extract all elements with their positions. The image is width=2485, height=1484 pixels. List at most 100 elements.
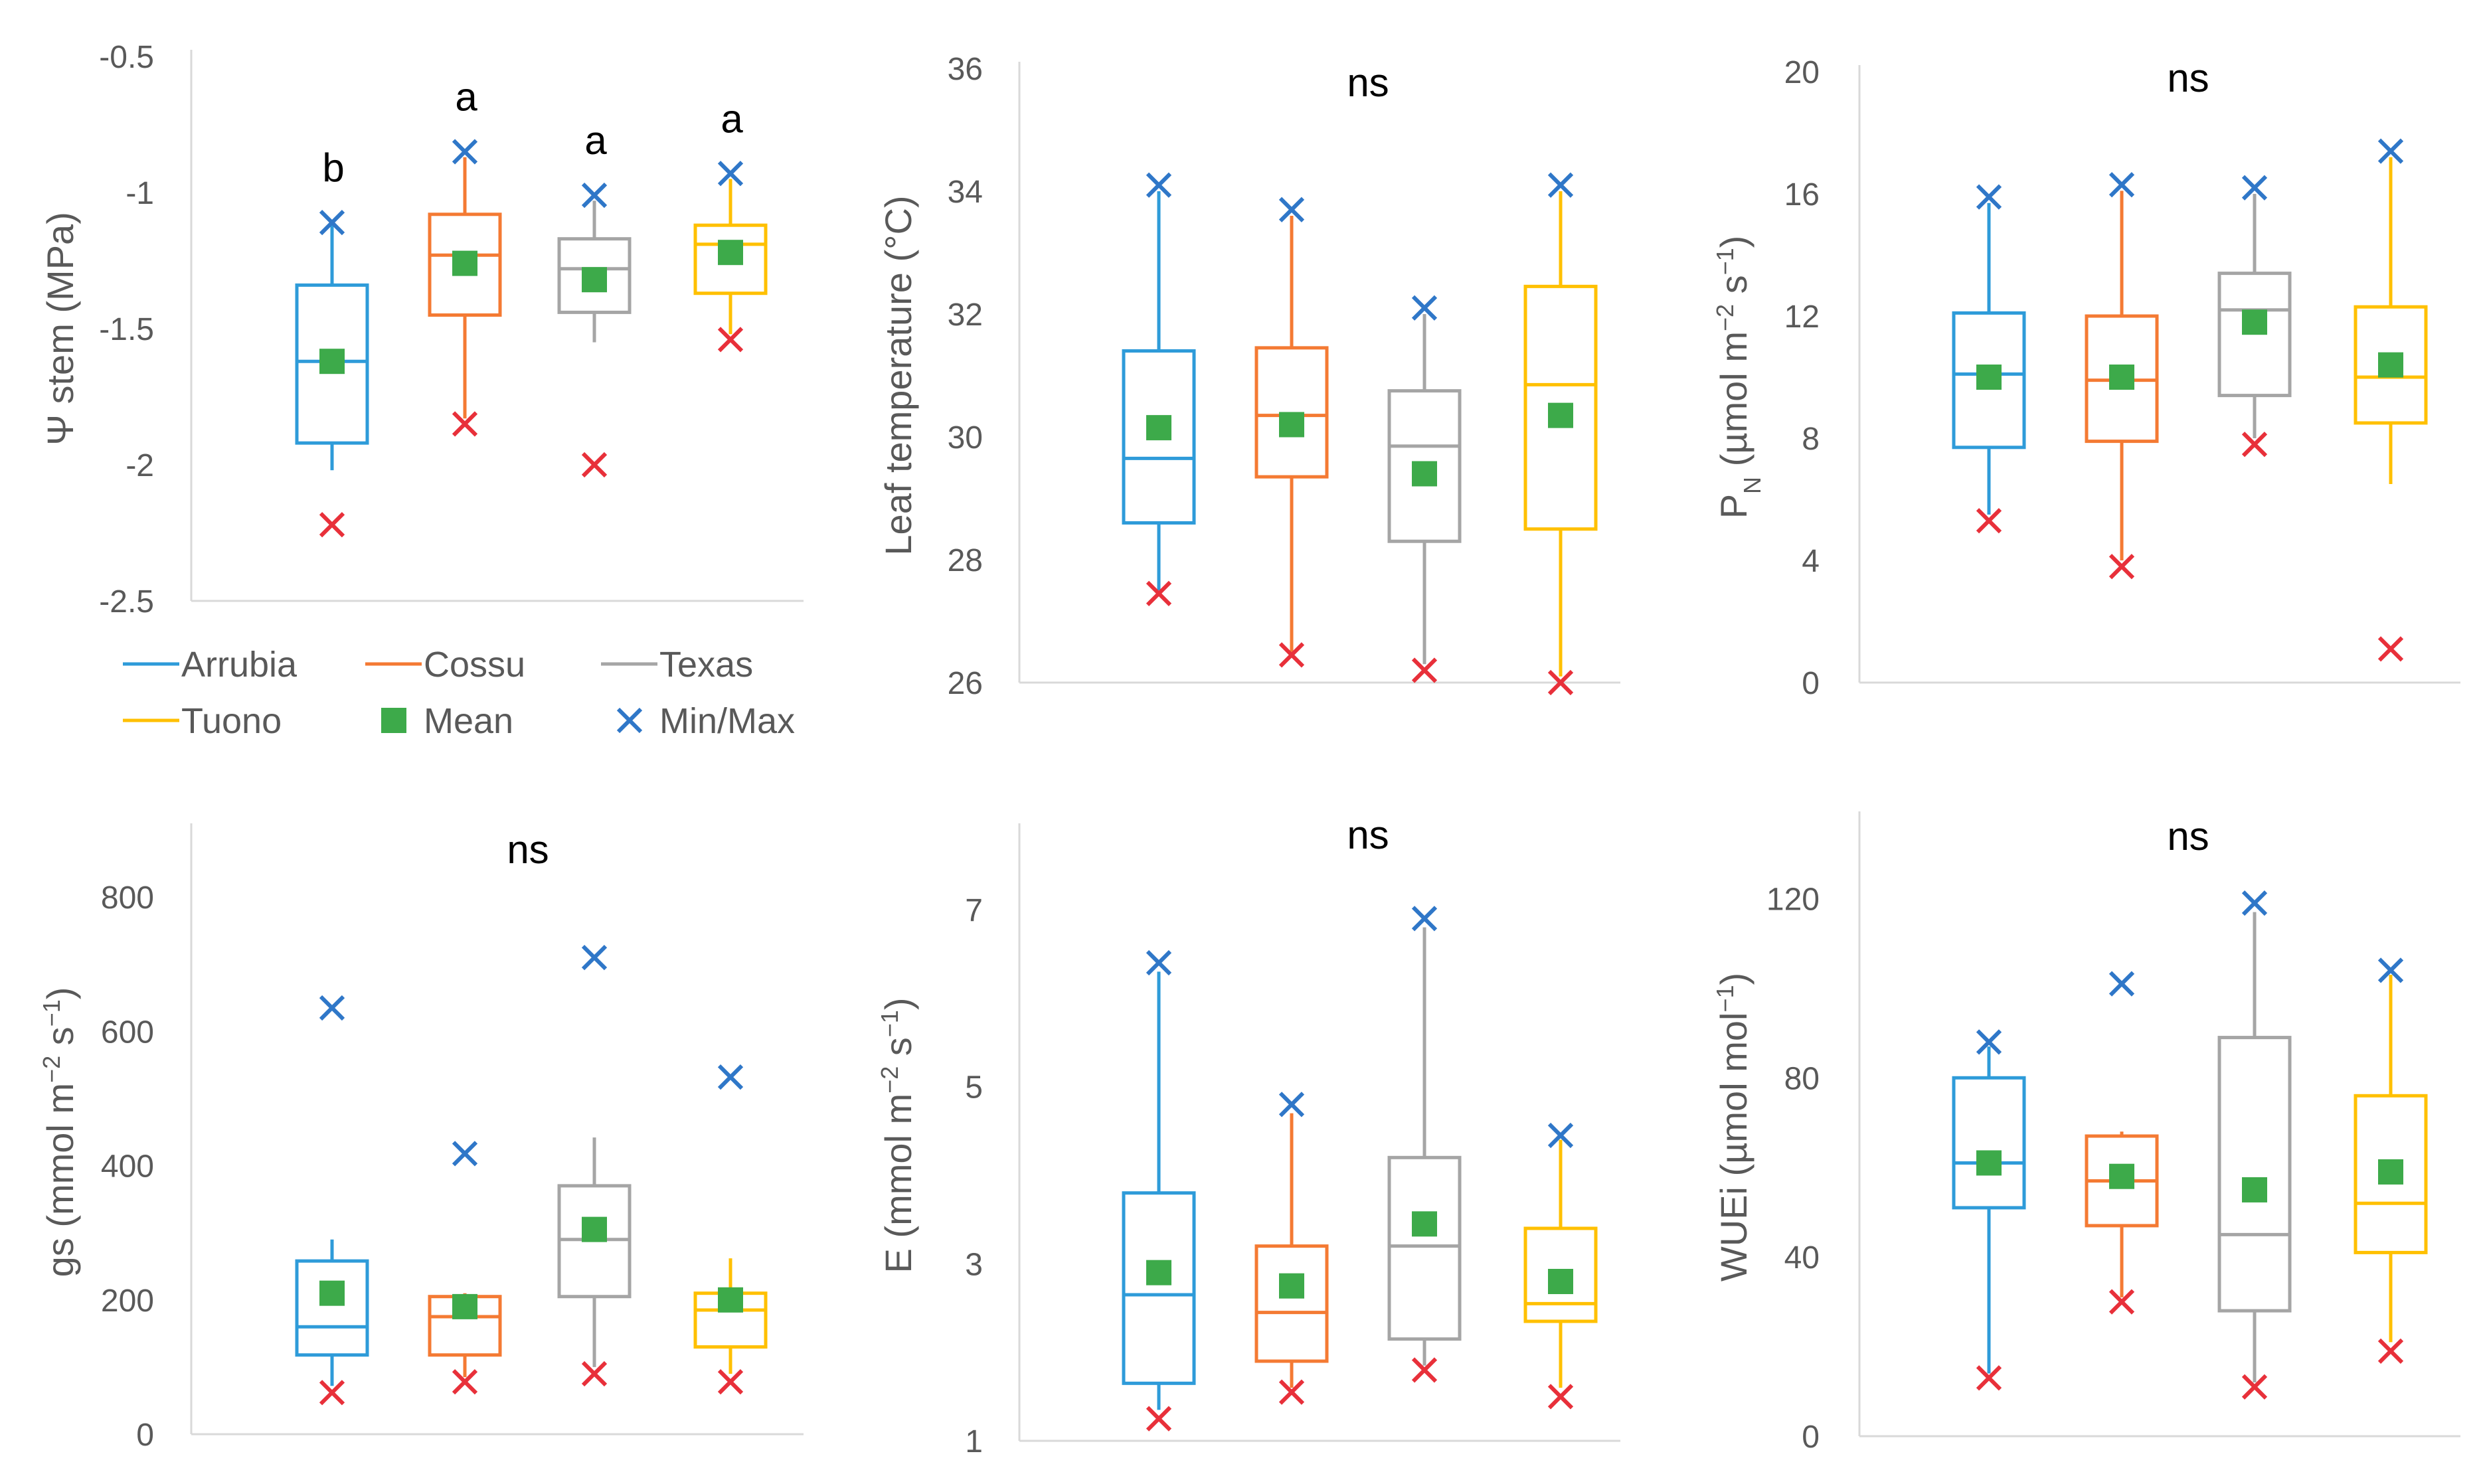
min-marker — [581, 1360, 608, 1387]
y-tick-label: 0 — [136, 1418, 154, 1453]
y-tick-label: 0 — [1802, 666, 1820, 701]
max-marker — [319, 995, 345, 1021]
max-marker — [319, 209, 345, 236]
legend-label: Min/Max — [659, 701, 795, 741]
box-cossu: a — [428, 75, 502, 437]
legend-item-cossu: Cossu — [365, 645, 525, 685]
min-marker — [319, 1380, 345, 1406]
box-cossu — [2085, 971, 2159, 1315]
mean-marker — [452, 250, 477, 276]
legend-label: Tuono — [181, 701, 282, 741]
max-marker — [1976, 184, 2002, 210]
box-tuono: a — [693, 96, 768, 353]
y-tick-label: 200 — [101, 1283, 154, 1319]
legend-item-arrubia: Arrubia — [123, 645, 298, 685]
max-marker — [2377, 138, 2404, 164]
y-axis-label: PN (µmol m−2 s−1) — [1711, 236, 1766, 519]
max-marker — [452, 139, 478, 165]
box-texas — [2217, 175, 2292, 457]
iqr-box — [2354, 1094, 2428, 1254]
box-cossu — [1254, 197, 1329, 668]
iqr-box — [2354, 305, 2428, 425]
significance-label: ns — [1347, 60, 1389, 105]
mean-marker — [1146, 415, 1171, 441]
box-texas — [2217, 890, 2292, 1400]
iqr-box — [1122, 349, 1196, 525]
legend-label: Cossu — [424, 645, 525, 685]
panel-3: 0 4 8 12 16 20 PN (µmol m−2 s−1) ns — [1711, 55, 2460, 701]
max-marker — [2241, 890, 2268, 916]
mean-marker — [1976, 1150, 2002, 1176]
y-tick-label: 4 — [1802, 544, 1820, 579]
mean-marker — [718, 1287, 743, 1313]
mean-marker — [2242, 1177, 2267, 1202]
max-marker — [581, 944, 608, 971]
significance-label: ns — [2167, 56, 2209, 100]
min-marker — [1547, 1384, 1574, 1410]
min-marker — [1976, 1365, 2002, 1391]
box-texas — [1387, 295, 1462, 683]
y-tick-label: 3 — [965, 1247, 983, 1282]
max-marker — [1278, 1092, 1305, 1117]
min-marker — [1411, 657, 1438, 683]
iqr-box — [693, 223, 768, 295]
iqr-box — [2217, 1036, 2292, 1313]
legend-item-min-max: Min/Max — [616, 701, 795, 741]
mean-marker — [1548, 1269, 1573, 1294]
y-tick-label: 8 — [1802, 422, 1820, 457]
max-marker — [1547, 172, 1574, 198]
box-texas — [1387, 906, 1462, 1383]
y-tick-label: 1 — [965, 1424, 983, 1459]
max-marker — [1278, 197, 1305, 222]
y-tick-label: 400 — [101, 1149, 154, 1185]
max-marker — [2108, 971, 2135, 997]
legend-label: Mean — [424, 701, 513, 741]
iqr-box — [2217, 272, 2292, 398]
mean-marker — [2378, 1159, 2403, 1185]
mean-marker — [1279, 412, 1304, 438]
legend-square-icon — [381, 708, 406, 733]
max-marker — [1547, 1122, 1574, 1149]
y-tick-label: 40 — [1784, 1240, 1820, 1276]
mean-marker — [1548, 402, 1573, 428]
y-tick-label: 26 — [948, 666, 983, 701]
y-tick-label: 80 — [1784, 1061, 1820, 1096]
iqr-box — [295, 283, 369, 445]
y-tick-label: 12 — [1784, 299, 1820, 335]
legend-item-mean: Mean — [381, 701, 513, 741]
min-marker — [2241, 432, 2268, 457]
significance-letter: a — [584, 118, 607, 163]
box-arrubia — [1122, 172, 1196, 606]
iqr-box — [1387, 1155, 1462, 1341]
y-axis-label: WUEi (µmol mol−1) — [1711, 973, 1755, 1281]
box-arrubia — [295, 995, 369, 1406]
min-marker — [1411, 1357, 1438, 1383]
iqr-box — [1523, 284, 1598, 531]
y-axis-label: Ψ stem (MPa) — [39, 212, 81, 446]
max-marker — [2241, 175, 2268, 201]
legend: Arrubia Cossu Texas Tuono Mean Min/Max — [123, 645, 795, 741]
panel-4: 0 200 400 600 800 gs (mmol m−2 s−1) ns — [38, 823, 804, 1453]
iqr-box — [295, 1259, 369, 1357]
box-tuono — [2354, 138, 2428, 662]
panel-2: 26 28 30 32 34 36 Leaf temperature (°C) ns — [877, 52, 1620, 701]
y-tick-label: -0.5 — [99, 40, 154, 75]
box-arrubia — [1952, 184, 2026, 534]
significance-letter: a — [455, 75, 477, 120]
mean-marker — [2109, 365, 2134, 390]
max-marker — [1146, 172, 1172, 198]
iqr-box — [557, 1184, 632, 1299]
mean-marker — [2242, 309, 2267, 335]
mean-marker — [718, 240, 743, 266]
y-tick-label: 20 — [1784, 55, 1820, 90]
y-axis-label: Leaf temperature (°C) — [877, 195, 919, 555]
box-cossu — [1254, 1092, 1329, 1405]
iqr-box — [1952, 311, 2026, 450]
legend-item-tuono: Tuono — [123, 701, 282, 741]
mean-marker — [1279, 1273, 1304, 1299]
min-marker — [2377, 1338, 2404, 1364]
max-marker — [452, 1141, 478, 1167]
y-tick-label: -1 — [126, 176, 154, 211]
box-tuono — [693, 1064, 768, 1395]
box-cossu — [428, 1141, 502, 1395]
